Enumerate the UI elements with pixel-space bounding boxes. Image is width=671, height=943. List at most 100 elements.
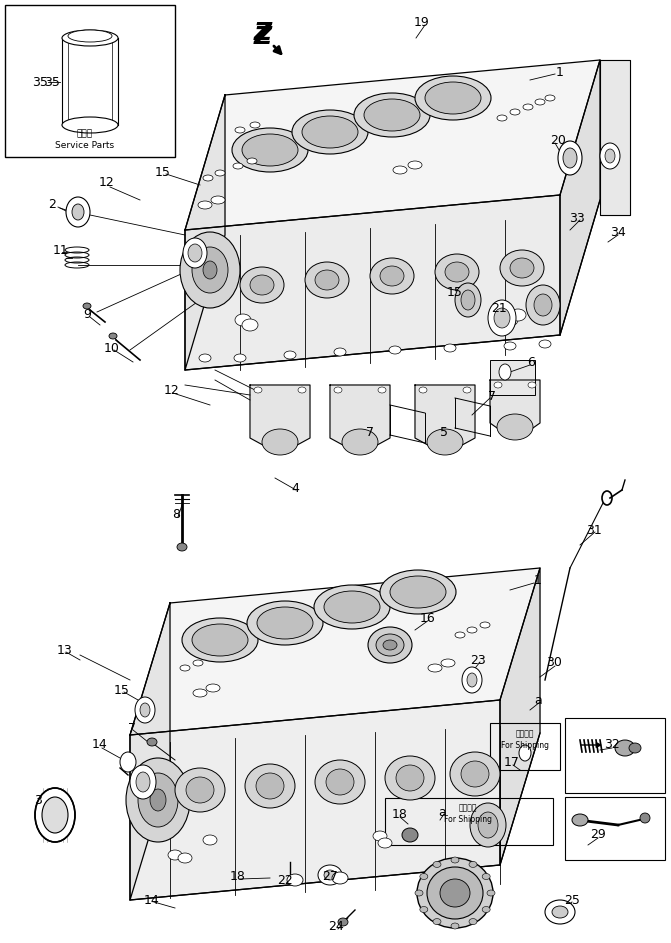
Ellipse shape (250, 122, 260, 128)
Ellipse shape (378, 387, 386, 393)
Text: 18: 18 (230, 870, 246, 884)
Ellipse shape (523, 104, 533, 110)
Ellipse shape (552, 906, 568, 918)
Ellipse shape (292, 110, 368, 154)
Ellipse shape (378, 838, 392, 848)
Ellipse shape (186, 777, 214, 803)
Ellipse shape (428, 664, 442, 672)
Ellipse shape (497, 115, 507, 121)
Ellipse shape (175, 768, 225, 812)
Ellipse shape (136, 772, 150, 792)
Text: Z: Z (254, 25, 272, 49)
Ellipse shape (383, 640, 397, 650)
Ellipse shape (629, 743, 641, 753)
Text: 6: 6 (527, 356, 535, 370)
Ellipse shape (510, 109, 520, 115)
Ellipse shape (120, 752, 136, 772)
Text: 插部用
Service Parts: 插部用 Service Parts (56, 129, 115, 150)
Polygon shape (415, 385, 475, 450)
Ellipse shape (342, 429, 378, 455)
Ellipse shape (240, 267, 284, 303)
Ellipse shape (451, 923, 459, 929)
Ellipse shape (494, 308, 510, 328)
Ellipse shape (427, 429, 463, 455)
Ellipse shape (257, 607, 313, 639)
Ellipse shape (510, 309, 526, 321)
Polygon shape (130, 700, 500, 900)
Text: 35: 35 (32, 75, 48, 89)
Text: 15: 15 (155, 166, 171, 178)
Ellipse shape (440, 879, 470, 907)
Text: 7: 7 (488, 390, 496, 404)
Text: 1: 1 (534, 573, 542, 587)
Bar (490, 360, 535, 395)
Text: 2: 2 (48, 198, 56, 211)
Ellipse shape (334, 348, 346, 356)
Ellipse shape (364, 99, 420, 131)
Ellipse shape (203, 175, 213, 181)
Ellipse shape (242, 134, 298, 166)
Ellipse shape (193, 689, 207, 697)
Text: 10: 10 (104, 341, 120, 355)
Ellipse shape (182, 618, 258, 662)
Ellipse shape (385, 756, 435, 800)
Ellipse shape (234, 354, 246, 362)
Ellipse shape (215, 170, 225, 176)
Text: 19: 19 (414, 15, 430, 28)
Ellipse shape (178, 853, 192, 863)
Ellipse shape (180, 232, 240, 308)
Text: 22: 22 (277, 873, 293, 886)
Ellipse shape (334, 387, 342, 393)
Ellipse shape (140, 703, 150, 717)
Ellipse shape (451, 857, 459, 863)
Text: 17: 17 (504, 755, 520, 769)
Ellipse shape (433, 861, 441, 868)
Ellipse shape (338, 918, 348, 926)
Ellipse shape (545, 95, 555, 101)
Ellipse shape (425, 82, 481, 114)
Ellipse shape (66, 197, 90, 227)
Text: 11: 11 (53, 243, 69, 256)
Text: 運搬部品
For Shipping: 運搬部品 For Shipping (444, 803, 492, 824)
Ellipse shape (389, 346, 401, 354)
Ellipse shape (376, 634, 404, 656)
Ellipse shape (433, 918, 441, 924)
Text: 5: 5 (440, 425, 448, 438)
Ellipse shape (463, 387, 471, 393)
Ellipse shape (235, 314, 251, 326)
Text: 12: 12 (164, 384, 180, 396)
Ellipse shape (315, 760, 365, 804)
Polygon shape (490, 380, 540, 435)
Ellipse shape (138, 773, 178, 827)
Ellipse shape (256, 773, 284, 799)
Text: 20: 20 (550, 134, 566, 146)
Ellipse shape (326, 769, 354, 795)
Ellipse shape (455, 283, 481, 317)
Ellipse shape (233, 163, 243, 169)
Polygon shape (560, 60, 600, 335)
Ellipse shape (415, 890, 423, 896)
Ellipse shape (135, 697, 155, 723)
Ellipse shape (499, 364, 511, 380)
Text: 24: 24 (328, 920, 344, 934)
Ellipse shape (402, 828, 418, 842)
Ellipse shape (203, 835, 217, 845)
Ellipse shape (109, 333, 117, 339)
Text: 運搬部品
For Shipping: 運搬部品 For Shipping (501, 730, 549, 751)
Text: 31: 31 (586, 523, 602, 537)
Ellipse shape (62, 30, 118, 46)
Ellipse shape (332, 872, 348, 884)
Ellipse shape (188, 244, 202, 262)
Ellipse shape (539, 340, 551, 348)
Ellipse shape (324, 870, 336, 880)
Ellipse shape (396, 765, 424, 791)
Ellipse shape (147, 738, 157, 746)
Ellipse shape (235, 127, 245, 133)
Ellipse shape (441, 659, 455, 667)
Ellipse shape (535, 99, 545, 105)
Text: 33: 33 (569, 211, 585, 224)
Ellipse shape (526, 285, 560, 325)
Ellipse shape (461, 290, 475, 310)
Ellipse shape (68, 30, 112, 42)
Text: 30: 30 (546, 656, 562, 670)
